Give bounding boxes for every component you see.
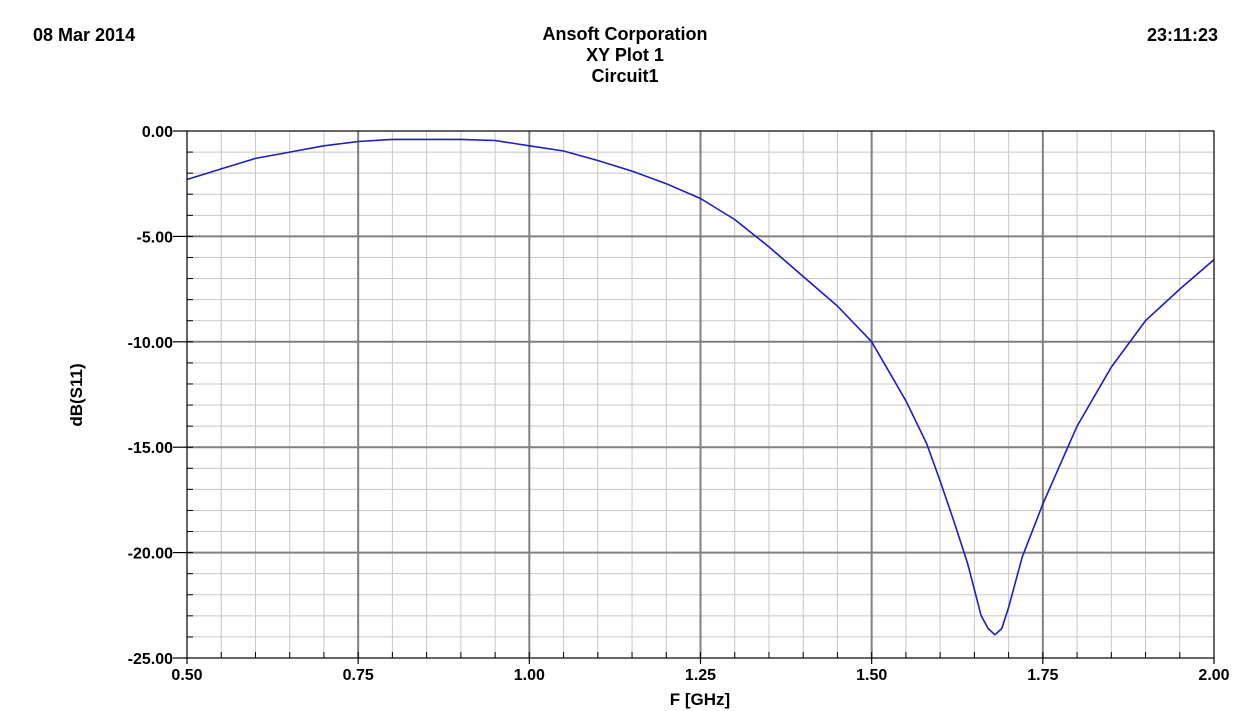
circuit-name: Circuit1 <box>591 66 659 86</box>
x-tick-label: 1.25 <box>685 667 716 684</box>
y-tick-label: -15.00 <box>128 440 173 457</box>
x-tick-label: 1.75 <box>1027 667 1058 684</box>
plot-title: XY Plot 1 <box>586 45 664 65</box>
plot-date: 08 Mar 2014 <box>33 25 136 45</box>
y-tick-label: -5.00 <box>137 229 174 246</box>
x-tick-labels: 0.50 0.75 1.00 1.25 1.50 1.75 2.00 <box>171 667 1229 684</box>
y-tick-label: 0.00 <box>142 124 173 141</box>
y-axis-title: dB(S11) <box>67 363 86 426</box>
y-tick-labels: 0.00 -5.00 -10.00 -15.00 -20.00 -25.00 <box>128 124 173 668</box>
major-grid <box>187 131 1214 658</box>
x-axis-title: F [GHz] <box>670 690 730 709</box>
trace-layer <box>186 138 1215 636</box>
y-tick-label: -10.00 <box>128 335 173 352</box>
plot-time: 23:11:23 <box>1146 25 1218 45</box>
x-tick-label: 1.50 <box>856 667 887 684</box>
x-tick-label: 0.75 <box>343 667 374 684</box>
x-tick-label: 1.00 <box>514 667 545 684</box>
axis-ticks <box>173 130 1215 664</box>
y-tick-label: -20.00 <box>128 546 173 563</box>
y-tick-label: -25.00 <box>128 651 173 668</box>
plot-header: Ansoft Corporation XY Plot 1 Circuit1 <box>0 24 1250 87</box>
x-tick-label: 0.50 <box>171 667 202 684</box>
series-line-s11 <box>186 138 1215 636</box>
x-tick-label: 2.00 <box>1198 667 1229 684</box>
company-name: Ansoft Corporation <box>542 24 708 44</box>
